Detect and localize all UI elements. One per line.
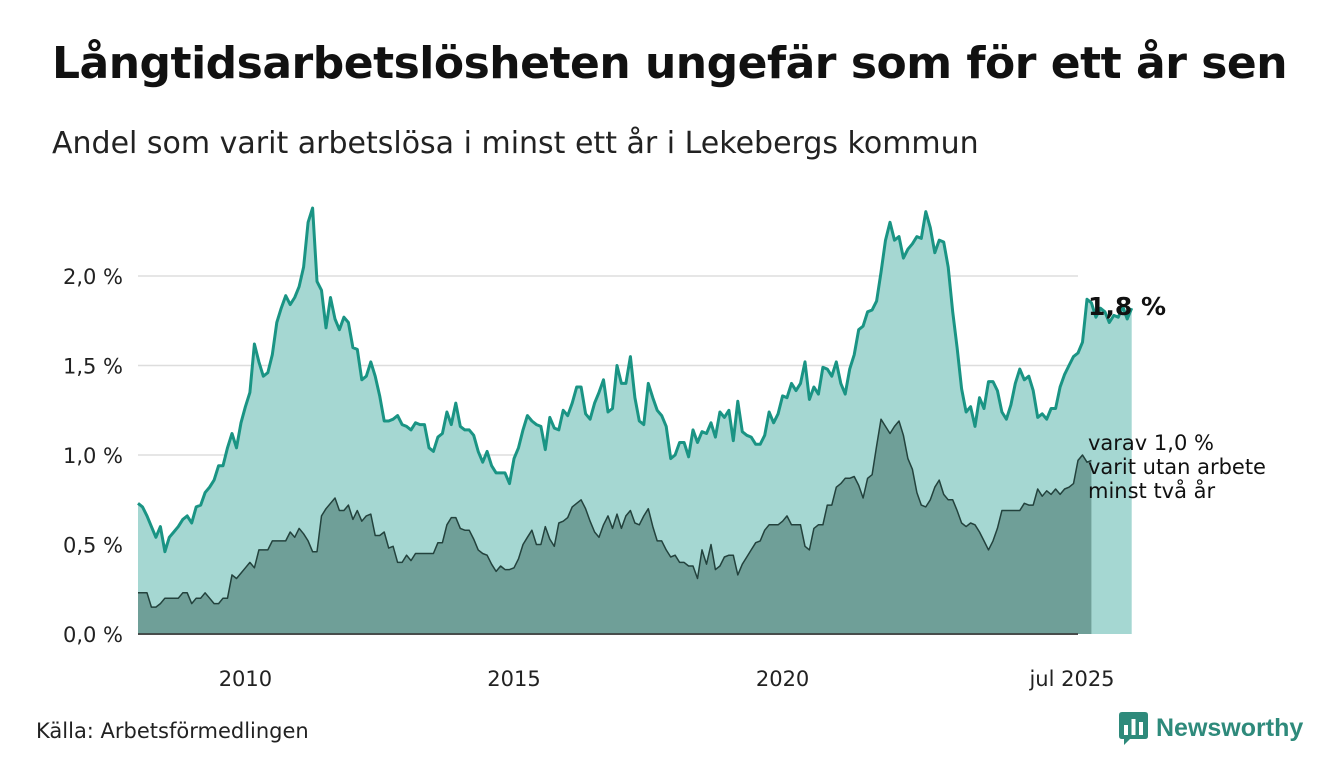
total-line [137,206,1134,554]
two-year-area [138,419,1092,634]
area-chart: 0,0 % 0,5 % 1,0 % 1,5 % 2,0 % 2010 2015 2020 jul… [63,206,1266,691]
two-year-line [138,418,1092,608]
source-note: Källa: Arbetsförmedlingen [36,719,309,743]
y-tick-label: 1,5 % [63,355,123,379]
chart-title: Långtidsarbetslösheten ungefär som för e… [52,38,1288,89]
two-year-end-label: varav 1,0 % [1088,431,1214,455]
chart-subtitle: Andel som varit arbetslösa i minst ett å… [52,126,979,161]
y-tick-label: 0,0 % [63,623,123,647]
newsworthy-bar-chart-icon [1119,712,1148,745]
total-end-label: 1,8 % [1088,292,1166,321]
two-year-end-label: varit utan arbete [1088,455,1266,479]
x-tick-label: 2010 [219,667,272,691]
y-tick-label: 1,0 % [63,444,123,468]
two-year-end-label: minst två år [1088,478,1216,503]
x-tick-label: 2020 [756,667,809,691]
y-tick-label: 2,0 % [63,265,123,289]
y-tick-label: 0,5 % [63,534,123,558]
brand-name: Newsworthy [1156,714,1304,742]
x-tick-label: jul 2025 [1028,667,1114,691]
brand-logo[interactable]: Newsworthy [1119,712,1303,745]
x-tick-label: 2015 [487,667,540,691]
